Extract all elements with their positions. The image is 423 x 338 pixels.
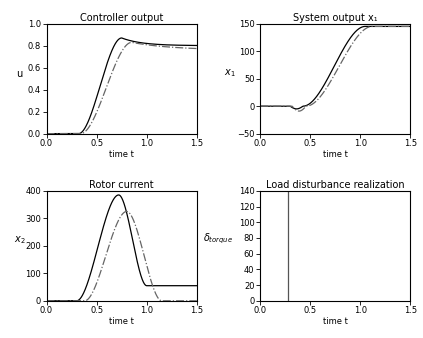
Y-axis label: $x_2$: $x_2$ bbox=[14, 234, 25, 246]
Y-axis label: $x_1$: $x_1$ bbox=[224, 67, 236, 79]
Title: Load disturbance realization: Load disturbance realization bbox=[266, 180, 404, 190]
Title: System output x₁: System output x₁ bbox=[293, 13, 377, 23]
X-axis label: time t: time t bbox=[323, 150, 348, 159]
X-axis label: time t: time t bbox=[323, 317, 348, 326]
Title: Controller output: Controller output bbox=[80, 13, 163, 23]
Title: Rotor current: Rotor current bbox=[89, 180, 154, 190]
X-axis label: time t: time t bbox=[109, 317, 134, 326]
Y-axis label: $\delta_{torque}$: $\delta_{torque}$ bbox=[203, 232, 233, 246]
X-axis label: time t: time t bbox=[109, 150, 134, 159]
Y-axis label: u: u bbox=[16, 69, 22, 79]
